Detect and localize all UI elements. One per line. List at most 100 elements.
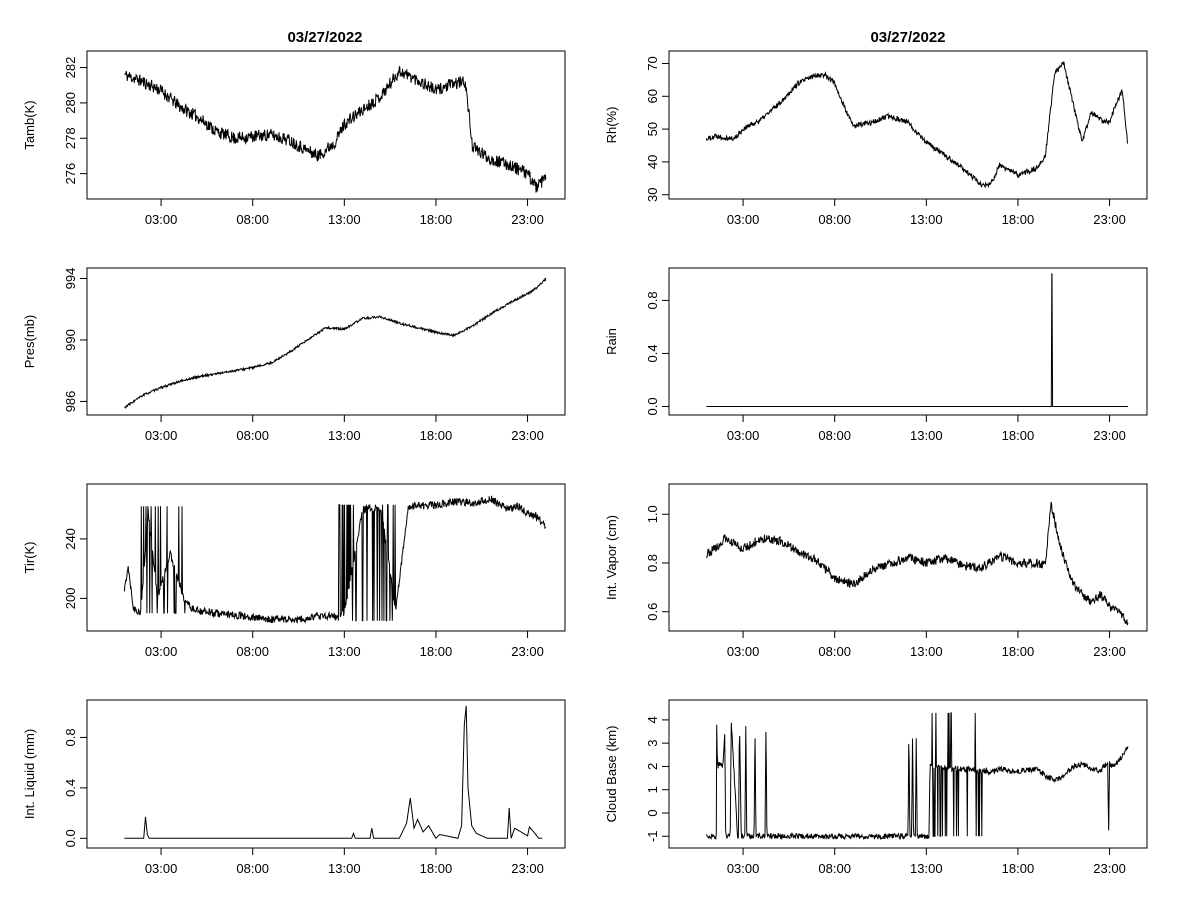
panel-liquid: 03:00 08:00 13:00 18:00 23:00 0.0 0.4 0.8 Int. L… — [22, 699, 566, 876]
cloudbase-x-tick-label: 13:00 — [910, 861, 943, 876]
tamb-y-tick-label: 278 — [63, 127, 78, 149]
pres-x-tick-label: 18:00 — [420, 428, 453, 443]
cloudbase-x-tick-label: 03:00 — [727, 861, 760, 876]
liquid-y-axis-label: Int. Liquid (mm) — [22, 729, 37, 819]
rh-y-tick-label: 30 — [645, 187, 660, 201]
rh-x-tick-label: 18:00 — [1002, 212, 1035, 227]
panel-tamb: 03:00 08:00 13:00 18:00 23:00 276 278 280 282 Tam… — [22, 50, 566, 227]
cloudbase-x-tick-label: 18:00 — [1002, 861, 1035, 876]
cloudbase-plot-box — [668, 699, 1148, 849]
cloudbase-y-axis-label: Cloud Base (km) — [604, 726, 619, 823]
rh-series-line — [705, 61, 1129, 189]
tamb-y-axis-label: Tamb(K) — [22, 100, 37, 149]
liquid-series-line — [124, 705, 543, 840]
tir-x-tick-label: 08:00 — [236, 644, 269, 659]
tir-x-tick-label: 03:00 — [145, 644, 178, 659]
vapor-y-axis-label: Int. Vapor (cm) — [604, 515, 619, 600]
cloudbase-y-tick-label: 2 — [645, 763, 660, 770]
tir-y-tick-label: 200 — [63, 588, 78, 610]
vapor-y-tick-label: 0.8 — [645, 554, 660, 572]
tamb-y-tick-label: 282 — [63, 57, 78, 79]
liquid-plot-box — [86, 699, 566, 849]
vapor-x-tick-label: 23:00 — [1093, 644, 1126, 659]
tamb-x-tick-label: 23:00 — [511, 212, 544, 227]
rh-y-tick-label: 70 — [645, 56, 660, 70]
liquid-x-tick-label: 13:00 — [328, 861, 361, 876]
panel-vapor: 03:00 08:00 13:00 18:00 23:00 0.6 0.8 1.0 Int. V… — [604, 483, 1148, 659]
right-column-title: 03/27/2022 — [870, 29, 945, 46]
rain-series-line — [706, 273, 1128, 407]
pres-x-tick-label: 13:00 — [328, 428, 361, 443]
rain-y-axis-label: Rain — [604, 328, 619, 355]
liquid-y-tick-label: 0.4 — [63, 779, 78, 797]
rh-x-tick-label: 08:00 — [818, 212, 851, 227]
rain-y-tick-label: 0.4 — [645, 344, 660, 362]
pres-x-tick-label: 03:00 — [145, 428, 178, 443]
pres-plot-box — [86, 267, 566, 416]
rh-y-tick-label: 60 — [645, 89, 660, 103]
rain-x-tick-label: 03:00 — [727, 428, 760, 443]
liquid-x-tick-label: 08:00 — [236, 861, 269, 876]
rh-plot-box — [668, 50, 1148, 200]
tamb-x-tick-label: 13:00 — [328, 212, 361, 227]
tir-plot-box — [86, 483, 566, 632]
cloudbase-y-tick-label: 3 — [645, 740, 660, 747]
cloudbase-y-tick-label: -1 — [645, 830, 660, 842]
rain-x-tick-label: 13:00 — [910, 428, 943, 443]
panel-rh: 03:00 08:00 13:00 18:00 23:00 30 40 50 60 70 Rh(%) — [604, 50, 1148, 227]
cloudbase-y-tick-label: 4 — [645, 716, 660, 723]
vapor-series-line — [705, 501, 1129, 626]
rain-x-tick-label: 23:00 — [1093, 428, 1126, 443]
liquid-x-tick-label: 23:00 — [511, 861, 544, 876]
cloudbase-x-tick-label: 08:00 — [818, 861, 851, 876]
rain-plot-box — [668, 267, 1148, 416]
pres-x-tick-label: 08:00 — [236, 428, 269, 443]
tir-y-tick-label: 240 — [63, 528, 78, 550]
tamb-x-tick-label: 08:00 — [236, 212, 269, 227]
tamb-y-tick-label: 280 — [63, 92, 78, 114]
vapor-x-tick-label: 18:00 — [1002, 644, 1035, 659]
pres-series-line — [123, 277, 547, 410]
tamb-y-tick-label: 276 — [63, 163, 78, 185]
liquid-x-tick-label: 18:00 — [420, 861, 453, 876]
vapor-x-tick-label: 03:00 — [727, 644, 760, 659]
tir-x-tick-label: 18:00 — [420, 644, 453, 659]
pres-y-axis-label: Pres(mb) — [22, 315, 37, 368]
rain-y-tick-label: 0.8 — [645, 291, 660, 309]
vapor-y-tick-label: 0.6 — [645, 603, 660, 621]
vapor-plot-box — [668, 483, 1148, 632]
liquid-y-tick-label: 0.0 — [63, 829, 78, 847]
liquid-y-tick-label: 0.8 — [63, 728, 78, 746]
pres-y-tick-label: 986 — [63, 391, 78, 413]
cloudbase-y-tick-label: 1 — [645, 786, 660, 793]
panel-cloudbase: 03:00 08:00 13:00 18:00 23:00 -1 0 1 2 3 4 Cloud Ba… — [604, 699, 1148, 876]
panel-pres: 03:00 08:00 13:00 18:00 23:00 986 990 994 Pres(m… — [22, 267, 566, 443]
rh-x-tick-label: 23:00 — [1093, 212, 1126, 227]
vapor-y-tick-label: 1.0 — [645, 505, 660, 523]
pres-x-tick-label: 23:00 — [511, 428, 544, 443]
rh-x-tick-label: 03:00 — [727, 212, 760, 227]
pres-y-tick-label: 990 — [63, 329, 78, 351]
liquid-x-tick-label: 03:00 — [145, 861, 178, 876]
rain-x-tick-label: 18:00 — [1002, 428, 1035, 443]
rh-y-axis-label: Rh(%) — [604, 107, 619, 144]
cloudbase-series-line — [705, 712, 1129, 841]
rain-x-tick-label: 08:00 — [818, 428, 851, 443]
tir-y-axis-label: Tir(K) — [22, 541, 37, 573]
rh-y-tick-label: 50 — [645, 122, 660, 136]
tamb-plot-box — [86, 50, 566, 200]
tamb-series-line — [124, 65, 547, 193]
tamb-x-tick-label: 03:00 — [145, 212, 178, 227]
tamb-x-tick-label: 18:00 — [420, 212, 453, 227]
panel-tir: 03:00 08:00 13:00 18:00 23:00 200 240 Tir(K) — [22, 483, 566, 659]
left-column-title: 03/27/2022 — [287, 29, 362, 46]
pres-y-tick-label: 994 — [63, 268, 78, 290]
vapor-x-tick-label: 08:00 — [818, 644, 851, 659]
rh-x-tick-label: 13:00 — [910, 212, 943, 227]
vapor-x-tick-label: 13:00 — [910, 644, 943, 659]
tir-x-tick-label: 23:00 — [511, 644, 544, 659]
panels: 03:00 08:00 13:00 18:00 23:00 276 278 280 282 Tam… — [22, 50, 1148, 876]
cloudbase-y-tick-label: 0 — [645, 809, 660, 816]
rh-y-tick-label: 40 — [645, 155, 660, 169]
